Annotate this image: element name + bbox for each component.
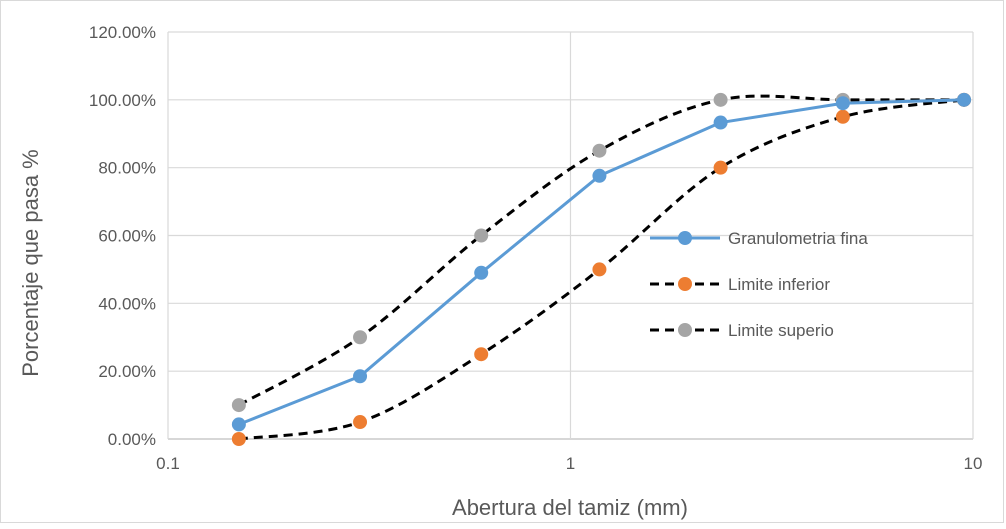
legend-marker (678, 323, 692, 337)
y-tick-label: 20.00% (98, 362, 156, 381)
data-point (835, 109, 850, 124)
y-tick-label: 40.00% (98, 294, 156, 313)
series-limite-superio (231, 92, 972, 413)
x-tick-label: 0.1 (156, 454, 180, 473)
legend-label: Limite inferior (728, 275, 830, 294)
data-point (231, 417, 246, 432)
legend-label: Granulometria fina (728, 229, 868, 248)
y-tick-label: 100.00% (89, 91, 156, 110)
legend-entry: Limite superio (650, 321, 834, 340)
data-point (231, 398, 246, 413)
data-point (231, 432, 246, 446)
legend-label: Limite superio (728, 321, 834, 340)
data-point (592, 262, 607, 277)
x-axis-title: Abertura del tamiz (mm) (452, 495, 688, 520)
series-group (231, 92, 972, 446)
y-tick-label: 80.00% (98, 159, 156, 178)
x-axis-ticks: 0.1 1 10 (156, 454, 982, 473)
legend-marker (678, 277, 692, 291)
data-point (474, 228, 489, 243)
legend-entry: Limite inferior (650, 275, 830, 294)
data-point (592, 143, 607, 158)
data-point (474, 265, 489, 280)
y-tick-label: 120.00% (89, 23, 156, 42)
legend: Granulometria fina Limite inferior Limite … (650, 229, 868, 340)
data-point (353, 330, 368, 345)
series-line (238, 94, 965, 407)
data-point (713, 92, 728, 107)
data-point (713, 115, 728, 130)
data-point (353, 415, 368, 430)
data-point (835, 96, 850, 111)
data-point (592, 168, 607, 183)
legend-marker (678, 231, 692, 245)
x-tick-label: 10 (964, 454, 983, 473)
x-tick-label: 1 (566, 454, 575, 473)
data-point (957, 92, 972, 107)
y-axis-ticks: 0.00% 20.00% 40.00% 60.00% 80.00% 100.00% 120.… (89, 23, 156, 449)
data-point (353, 369, 368, 384)
data-point (474, 347, 489, 362)
legend-entry: Granulometria fina (650, 229, 868, 248)
series-granulometria-fina (231, 92, 972, 432)
y-tick-label: 60.00% (98, 227, 156, 246)
data-point (713, 160, 728, 175)
y-tick-label: 0.00% (108, 430, 156, 449)
y-axis-title: Porcentaje que pasa % (18, 149, 43, 377)
